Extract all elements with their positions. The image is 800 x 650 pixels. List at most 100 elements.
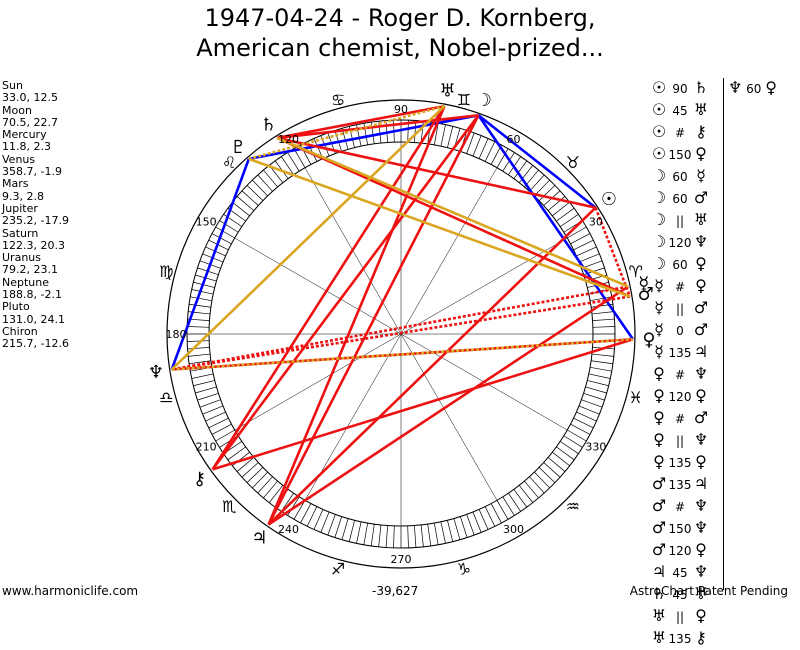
degree-tick: [529, 174, 545, 192]
position-value-neptune: 188.8, -2.1: [2, 288, 62, 302]
degree-tick: [433, 123, 439, 145]
degree-tick: [193, 380, 215, 387]
aspect-row: ☉ 150 ♀: [650, 144, 710, 166]
aspect-planet1-icon: ♀: [653, 386, 665, 405]
aspect-value: #: [674, 368, 686, 382]
planet-chiron-icon: ⚷: [193, 469, 206, 490]
aspect-row: ☿ # ♀: [650, 276, 710, 298]
planet-pluto-icon: ♇: [230, 137, 246, 158]
aspect-value: 150: [668, 522, 692, 536]
degree-tick: [199, 399, 221, 408]
aspect-line: [267, 114, 480, 526]
degree-tick: [191, 373, 214, 379]
aspect-value: 135: [668, 346, 692, 360]
aspect-row: ♀ 135 ♀: [650, 452, 710, 474]
degree-tick: [320, 511, 330, 533]
degree-tick: [585, 386, 607, 394]
degree-tick: [252, 471, 268, 489]
degree-tick: [378, 121, 382, 144]
degree-tick: [552, 201, 570, 217]
degree-tick: [257, 476, 273, 494]
degree-tick: [570, 423, 591, 435]
degree-tick: [313, 509, 324, 530]
degree-tick: [587, 380, 609, 387]
aspect-planet2-icon: ♃: [693, 342, 709, 361]
aspect-planet2-icon: ☿: [696, 166, 706, 185]
aspect-planet2-icon: ♀: [695, 144, 707, 163]
degree-tick: [293, 148, 306, 168]
planet-jupiter-icon: ♃: [251, 528, 267, 549]
degree-tick: [567, 429, 587, 442]
zodiac-sign-icon: ♌: [222, 153, 236, 172]
aspect-planet1-icon: ☽: [651, 210, 667, 229]
aspect-planet2-icon: ♆: [693, 364, 709, 383]
aspect-planet2-icon: ♅: [693, 584, 709, 603]
position-value-moon: 70.5, 22.7: [2, 115, 58, 129]
degree-tick: [356, 521, 362, 544]
degree-tick: [484, 506, 496, 527]
zodiac-sign-icon: ♋: [331, 90, 345, 109]
degree-tick: [513, 489, 528, 508]
degree-tick: [241, 462, 259, 478]
degree-tick: [341, 128, 349, 150]
aspect-value: 120: [668, 236, 692, 250]
degree-tick: [472, 135, 482, 157]
degree-tick: [189, 303, 211, 308]
degree-tick: [268, 485, 284, 503]
aspect-planet2-icon: ♆: [693, 430, 709, 449]
footer-score: -39,627: [372, 584, 419, 598]
aspect-line: [171, 337, 634, 371]
aspect-planet1-icon: ♂: [651, 518, 667, 537]
degree-tick: [590, 366, 612, 372]
zodiac-sign-icon: ♉: [566, 153, 580, 172]
zodiac-sign-icon: ♏: [222, 497, 236, 516]
aspect-planet2-icon: ♄: [693, 78, 709, 97]
aspect-planet1-icon: ☽: [651, 166, 667, 185]
degree-tick: [552, 451, 570, 467]
degree-tick: [534, 471, 550, 489]
aspect-row: ☉ # ⚷: [650, 122, 710, 144]
aspect-planet2-icon: ♅: [693, 100, 709, 119]
aspect-planet1-icon: ☿: [654, 276, 664, 295]
degree-tick: [508, 492, 521, 512]
extra-aspect-planet1-icon: ♆: [728, 78, 743, 97]
position-value-venus: 358.7, -1.9: [2, 165, 62, 179]
aspect-planet2-icon: ♀: [695, 606, 707, 625]
aspect-planet2-icon: ♂: [693, 408, 709, 427]
axis-line: [400, 333, 498, 501]
position-value-chiron: 215.7, -12.6: [2, 337, 69, 351]
degree-tick: [547, 196, 566, 211]
degree-tick: [341, 518, 349, 540]
aspect-line: [267, 206, 597, 526]
degree-tick: [287, 496, 300, 516]
aspect-value: ||: [675, 214, 685, 228]
degree-label: 330: [585, 441, 606, 454]
degree-tick: [241, 190, 259, 206]
degree-tick: [187, 340, 210, 342]
aspect-line: [211, 105, 446, 471]
degree-tick: [420, 524, 424, 547]
degree-tick: [563, 435, 583, 448]
degree-tick: [195, 386, 217, 394]
degree-tick: [472, 511, 482, 533]
aspect-planet1-icon: ♅: [651, 628, 667, 647]
position-name-neptune: Neptune: [2, 275, 50, 289]
degree-label: 60: [507, 133, 521, 146]
degree-tick: [543, 462, 561, 478]
degree-tick: [583, 392, 605, 401]
aspect-planet2-icon: ⚷: [695, 122, 707, 141]
degree-tick: [414, 525, 417, 548]
degree-tick: [573, 239, 594, 251]
aspect-row: ♀ || ♆: [650, 430, 710, 452]
aspect-row: ♀ # ♂: [650, 408, 710, 430]
position-value-jupiter: 235.2, -17.9: [2, 214, 69, 228]
aspect-line: [248, 114, 479, 161]
footer-website-link[interactable]: www.harmoniclife.com: [2, 584, 139, 598]
aspect-planet2-icon: ♀: [695, 452, 707, 471]
degree-tick: [440, 521, 446, 544]
aspect-line: [276, 114, 479, 140]
degree-tick: [447, 126, 454, 148]
aspect-line: [267, 285, 629, 526]
degree-tick: [393, 525, 395, 548]
zodiac-sign-icon: ♈: [629, 262, 643, 281]
